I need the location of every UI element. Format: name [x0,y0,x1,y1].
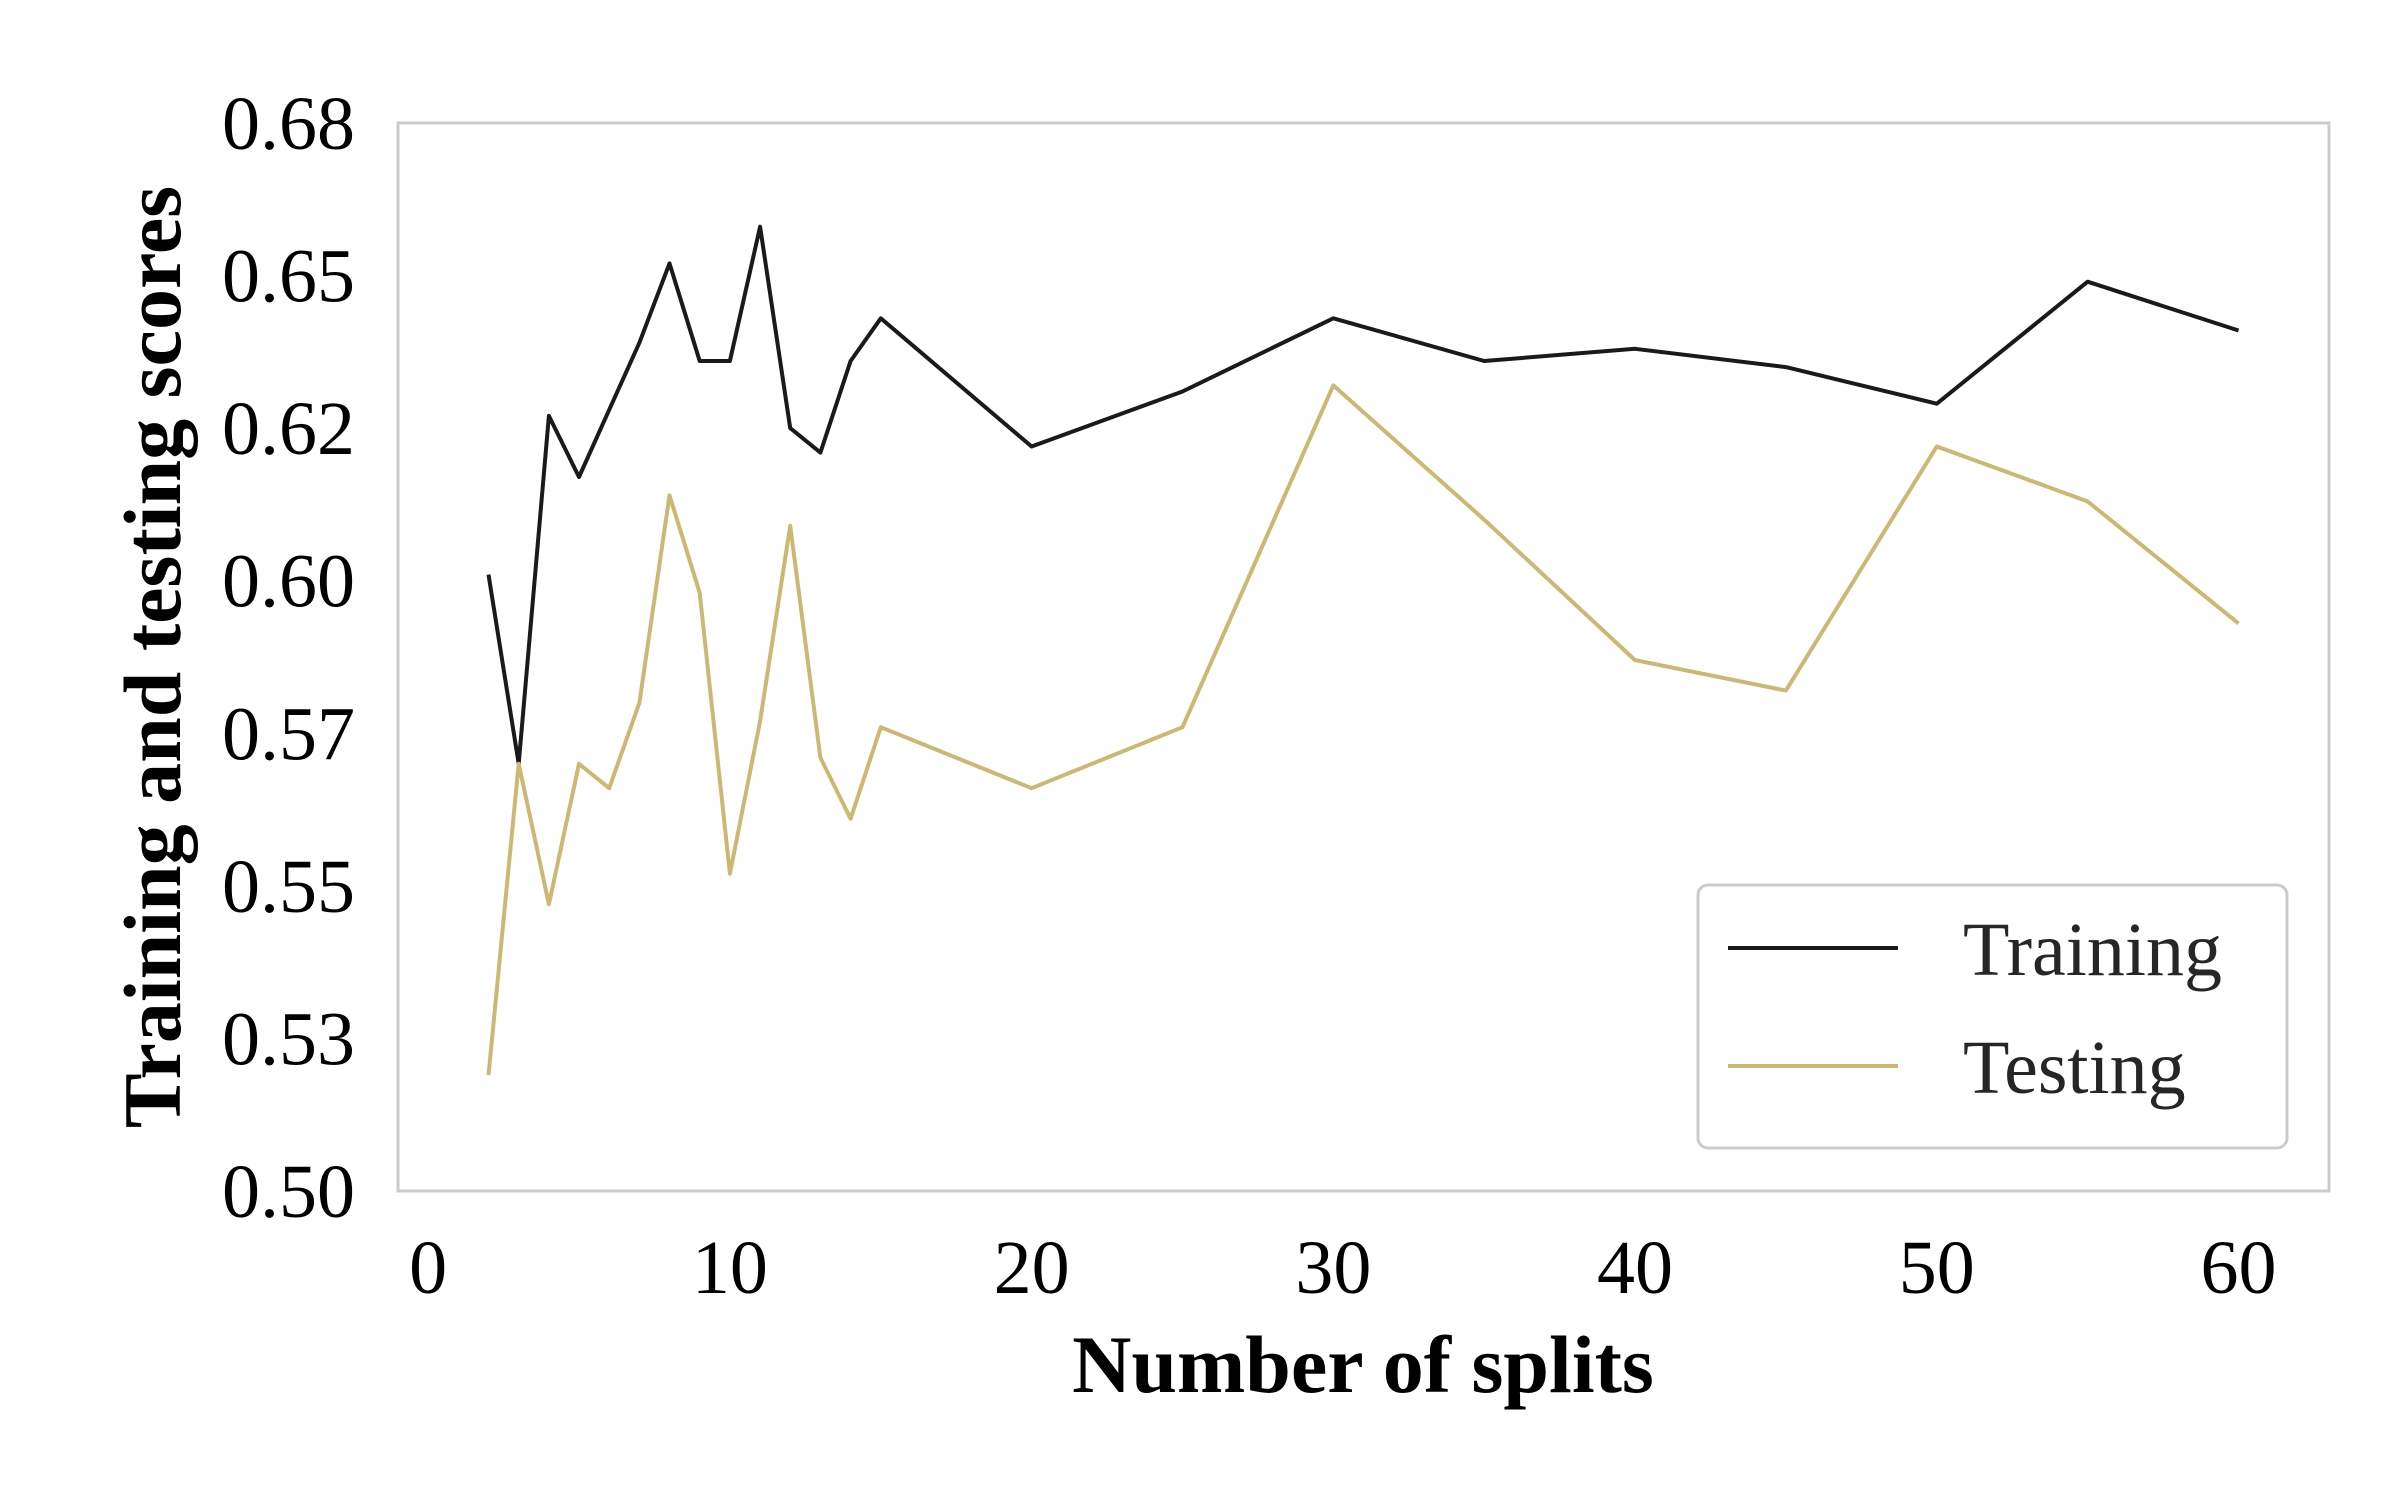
y-tick-label: 0.50 [222,1150,355,1234]
y-tick-label: 0.65 [222,235,355,319]
x-tick-label: 10 [692,1226,768,1310]
y-tick-label: 0.53 [222,997,355,1081]
y-axis-title: Training and testing scores [107,186,198,1128]
legend-label-testing: Testing [1963,1026,2186,1110]
y-tick-label: 0.57 [222,692,355,776]
legend: Training Testing [1696,883,2289,1150]
x-tick-label: 40 [1597,1226,1673,1310]
x-tick-label: 50 [1899,1226,1975,1310]
x-tick-label: 60 [2200,1226,2276,1310]
y-tick-labels: 0.50 0.53 0.55 0.57 0.60 0.62 0.65 0.68 [222,82,355,1234]
legend-label-training: Training [1963,908,2222,992]
x-tick-label: 20 [994,1226,1070,1310]
series-line-testing [486,383,2240,1076]
y-tick-label: 0.68 [222,82,355,166]
x-tick-label: 0 [409,1226,447,1310]
x-tick-labels: 0 10 20 30 40 50 60 [409,1226,2276,1310]
legend-box [1696,883,2289,1150]
series-line-training [486,224,2240,766]
y-tick-label: 0.55 [222,845,355,929]
x-axis-title: Number of splits [1072,1319,1654,1410]
series-lines [486,224,2240,1076]
y-tick-label: 0.62 [222,387,355,471]
y-tick-label: 0.60 [222,540,355,624]
x-tick-label: 30 [1295,1226,1371,1310]
